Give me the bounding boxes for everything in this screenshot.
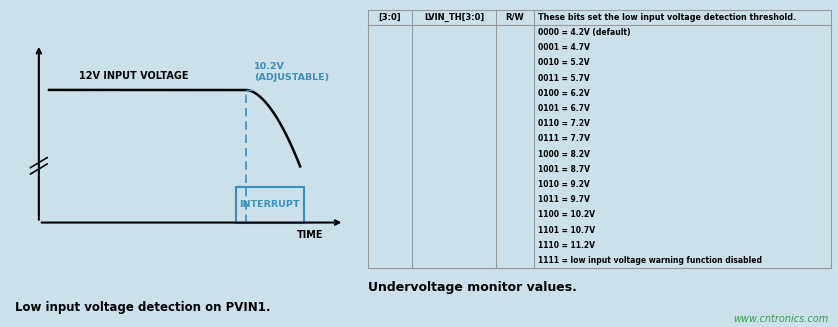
Text: 0010 = 5.2V: 0010 = 5.2V (538, 59, 590, 67)
Text: 1010 = 9.2V: 1010 = 9.2V (538, 180, 590, 189)
Text: R/W: R/W (505, 13, 525, 22)
Text: [3:0]: [3:0] (379, 13, 401, 22)
Text: 1111 = low input voltage warning function disabled: 1111 = low input voltage warning functio… (538, 256, 763, 265)
Text: 1100 = 10.2V: 1100 = 10.2V (538, 211, 595, 219)
Bar (235, 187, 303, 223)
Text: TIME: TIME (297, 230, 323, 240)
Text: 12V INPUT VOLTAGE: 12V INPUT VOLTAGE (79, 71, 189, 81)
Text: Undervoltage monitor values.: Undervoltage monitor values. (368, 281, 577, 294)
Text: 0110 = 7.2V: 0110 = 7.2V (538, 119, 590, 128)
Bar (368, 10, 830, 268)
Text: LVIN_TH[3:0]: LVIN_TH[3:0] (424, 13, 484, 22)
Text: 0111 = 7.7V: 0111 = 7.7V (538, 134, 591, 144)
Text: 0101 = 6.7V: 0101 = 6.7V (538, 104, 590, 113)
Text: 0001 = 4.7V: 0001 = 4.7V (538, 43, 590, 52)
Text: Low input voltage detection on PVIN1.: Low input voltage detection on PVIN1. (15, 301, 271, 314)
Text: These bits set the low input voltage detection threshold.: These bits set the low input voltage det… (538, 13, 796, 22)
Text: 1101 = 10.7V: 1101 = 10.7V (538, 226, 596, 235)
Text: 0011 = 5.7V: 0011 = 5.7V (538, 74, 590, 83)
Text: 1011 = 9.7V: 1011 = 9.7V (538, 195, 590, 204)
Text: 10.2V
(ADJUSTABLE): 10.2V (ADJUSTABLE) (255, 62, 329, 82)
Text: 1000 = 8.2V: 1000 = 8.2V (538, 150, 590, 159)
Text: 0100 = 6.2V: 0100 = 6.2V (538, 89, 590, 98)
Text: 1001 = 8.7V: 1001 = 8.7V (538, 165, 591, 174)
Text: www.cntronics.com: www.cntronics.com (733, 314, 828, 324)
Text: 1110 = 11.2V: 1110 = 11.2V (538, 241, 595, 250)
Text: INTERRUPT: INTERRUPT (240, 200, 300, 209)
Text: 0000 = 4.2V (default): 0000 = 4.2V (default) (538, 28, 631, 37)
